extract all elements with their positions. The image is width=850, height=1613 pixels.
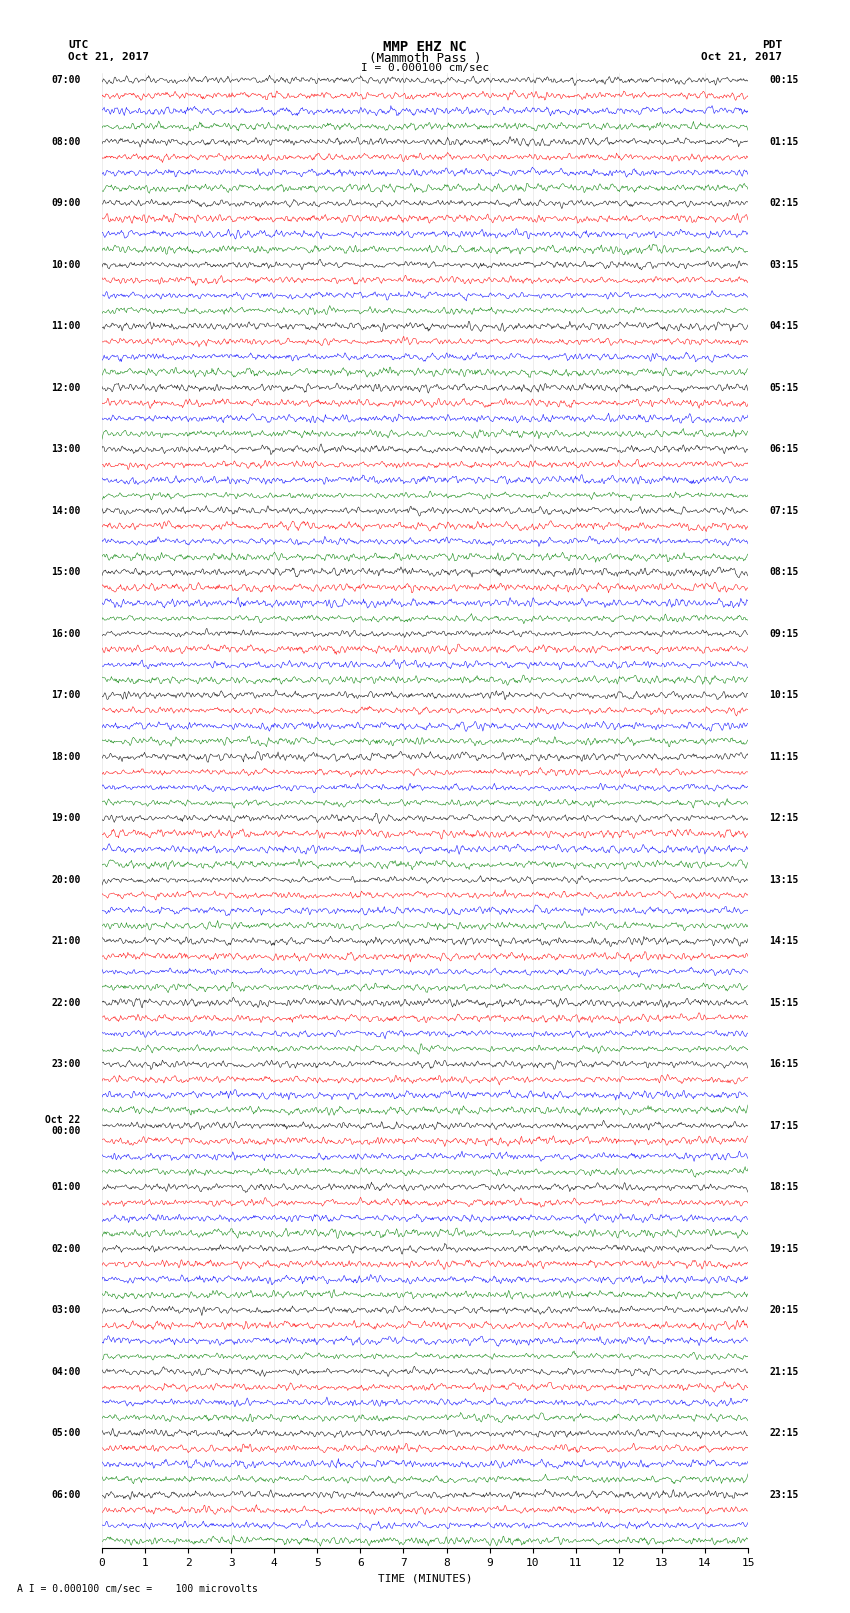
Text: 10:15: 10:15 xyxy=(769,690,799,700)
Text: 04:00: 04:00 xyxy=(51,1366,81,1376)
Text: MMP EHZ NC: MMP EHZ NC xyxy=(383,40,467,55)
Text: 01:00: 01:00 xyxy=(51,1182,81,1192)
Text: 17:00: 17:00 xyxy=(51,690,81,700)
Text: 15:00: 15:00 xyxy=(51,568,81,577)
Text: 07:15: 07:15 xyxy=(769,506,799,516)
Text: 09:00: 09:00 xyxy=(51,198,81,208)
Text: Oct 21, 2017: Oct 21, 2017 xyxy=(68,52,149,61)
Text: PDT: PDT xyxy=(762,40,782,50)
Text: 14:00: 14:00 xyxy=(51,506,81,516)
Text: 12:15: 12:15 xyxy=(769,813,799,823)
Text: 08:00: 08:00 xyxy=(51,137,81,147)
Text: 00:15: 00:15 xyxy=(769,76,799,85)
Text: 03:15: 03:15 xyxy=(769,260,799,269)
Text: 10:00: 10:00 xyxy=(51,260,81,269)
Text: 02:15: 02:15 xyxy=(769,198,799,208)
Text: 02:00: 02:00 xyxy=(51,1244,81,1253)
Text: Oct 22
00:00: Oct 22 00:00 xyxy=(45,1115,81,1137)
Text: 16:15: 16:15 xyxy=(769,1060,799,1069)
Text: I = 0.000100 cm/sec: I = 0.000100 cm/sec xyxy=(361,63,489,73)
Text: 23:15: 23:15 xyxy=(769,1490,799,1500)
Text: 13:00: 13:00 xyxy=(51,444,81,455)
Text: 14:15: 14:15 xyxy=(769,936,799,947)
Text: (Mammoth Pass ): (Mammoth Pass ) xyxy=(369,52,481,65)
Text: 08:15: 08:15 xyxy=(769,568,799,577)
Text: Oct 21, 2017: Oct 21, 2017 xyxy=(701,52,782,61)
Text: 03:00: 03:00 xyxy=(51,1305,81,1315)
Text: 21:15: 21:15 xyxy=(769,1366,799,1376)
Text: 20:15: 20:15 xyxy=(769,1305,799,1315)
Text: UTC: UTC xyxy=(68,40,88,50)
Text: 20:00: 20:00 xyxy=(51,874,81,884)
Text: 22:00: 22:00 xyxy=(51,998,81,1008)
X-axis label: TIME (MINUTES): TIME (MINUTES) xyxy=(377,1574,473,1584)
Text: 09:15: 09:15 xyxy=(769,629,799,639)
Text: 18:00: 18:00 xyxy=(51,752,81,761)
Text: 19:15: 19:15 xyxy=(769,1244,799,1253)
Text: 13:15: 13:15 xyxy=(769,874,799,884)
Text: 11:00: 11:00 xyxy=(51,321,81,331)
Text: 19:00: 19:00 xyxy=(51,813,81,823)
Text: 11:15: 11:15 xyxy=(769,752,799,761)
Text: 07:00: 07:00 xyxy=(51,76,81,85)
Text: 15:15: 15:15 xyxy=(769,998,799,1008)
Text: 01:15: 01:15 xyxy=(769,137,799,147)
Text: 04:15: 04:15 xyxy=(769,321,799,331)
Text: 16:00: 16:00 xyxy=(51,629,81,639)
Text: 18:15: 18:15 xyxy=(769,1182,799,1192)
Text: 05:00: 05:00 xyxy=(51,1428,81,1439)
Text: 06:15: 06:15 xyxy=(769,444,799,455)
Text: 21:00: 21:00 xyxy=(51,936,81,947)
Text: 23:00: 23:00 xyxy=(51,1060,81,1069)
Text: 05:15: 05:15 xyxy=(769,382,799,392)
Text: 06:00: 06:00 xyxy=(51,1490,81,1500)
Text: 12:00: 12:00 xyxy=(51,382,81,392)
Text: A I = 0.000100 cm/sec =    100 microvolts: A I = 0.000100 cm/sec = 100 microvolts xyxy=(17,1584,258,1594)
Text: 22:15: 22:15 xyxy=(769,1428,799,1439)
Text: 17:15: 17:15 xyxy=(769,1121,799,1131)
